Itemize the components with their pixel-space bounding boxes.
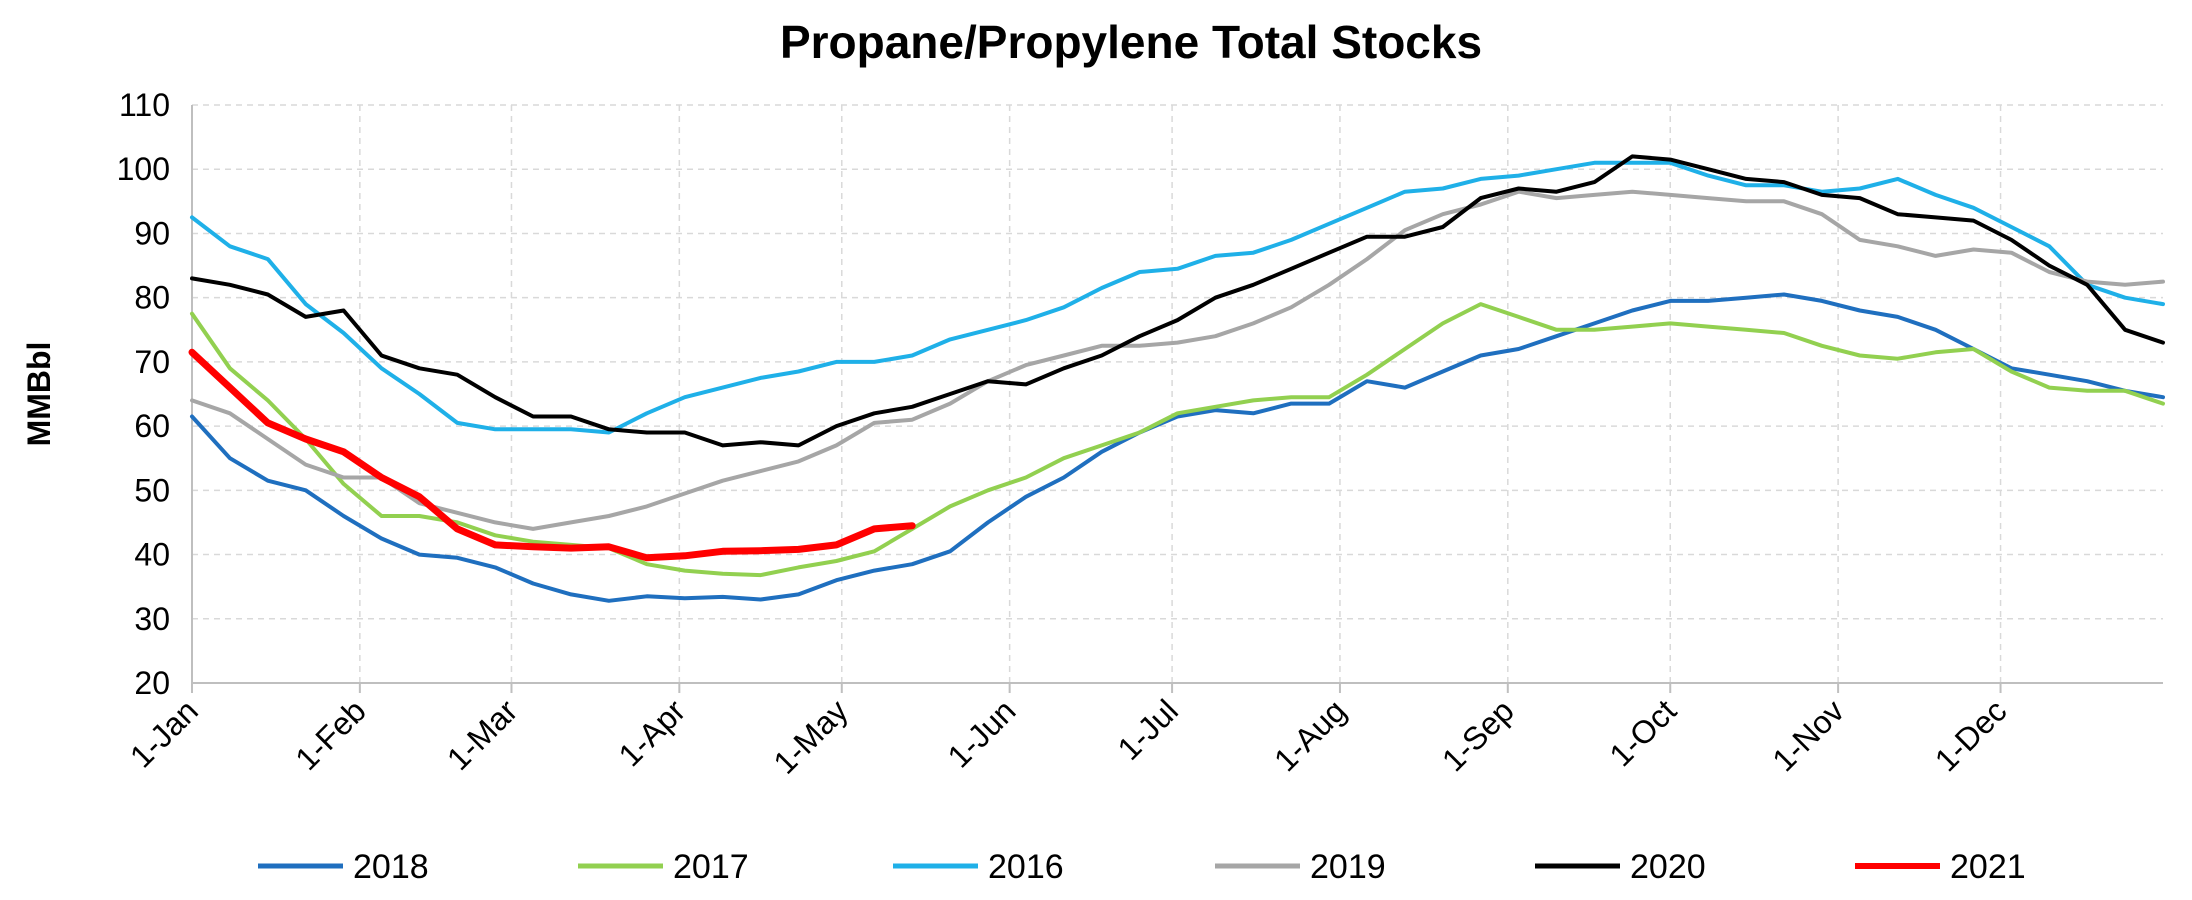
y-tick-label: 80 [134, 280, 170, 316]
x-tick-label: 1-Apr [611, 692, 692, 773]
x-tick-label: 1-Sep [1435, 692, 1521, 778]
legend-label-2019: 2019 [1310, 848, 1386, 886]
chart-title: Propane/Propylene Total Stocks [780, 16, 1482, 68]
series-line-2020 [190, 154, 2165, 448]
x-tick-label: 1-Feb [288, 692, 373, 777]
series-line-2021 [188, 348, 916, 562]
y-tick-label: 90 [134, 215, 170, 251]
series-line-2019 [190, 189, 2165, 531]
x-tick-label: 1-Mar [440, 692, 525, 777]
y-tick-label: 70 [134, 344, 170, 380]
y-axis-label: MMBbl [21, 342, 57, 447]
x-tick-label: 1-Jul [1111, 692, 1186, 767]
y-tick-label: 50 [134, 472, 170, 508]
series-lines [188, 154, 2165, 603]
grid [192, 104, 2163, 683]
x-tick-label: 1-Oct [1602, 692, 1683, 773]
y-tick-label: 110 [119, 87, 170, 123]
y-tick-label: 30 [134, 601, 170, 637]
x-tick-label: 1-Dec [1928, 692, 2014, 778]
y-tick-label: 20 [134, 665, 170, 701]
series-line-2017 [190, 302, 2165, 578]
y-tick-label: 40 [134, 537, 170, 573]
legend-label-2017: 2017 [673, 848, 749, 886]
x-tick-label: 1-Aug [1267, 692, 1353, 778]
x-tick-label: 1-Jan [123, 692, 205, 774]
x-tick-label: 1-Nov [1765, 692, 1851, 778]
legend: 2018 2017 2016 2019 2020 2021 [258, 848, 2026, 886]
legend-label-2018: 2018 [353, 848, 429, 886]
x-tick-label: 1-May [766, 692, 854, 780]
series-line-2018 [190, 292, 2165, 603]
series-line-2016 [190, 160, 2165, 435]
legend-label-2021: 2021 [1950, 848, 2026, 886]
x-tick-label: 1-Jun [941, 692, 1023, 774]
legend-label-2016: 2016 [988, 848, 1064, 886]
legend-label-2020: 2020 [1630, 848, 1706, 886]
y-tick-label: 60 [134, 408, 170, 444]
y-tick-label: 100 [117, 151, 170, 187]
